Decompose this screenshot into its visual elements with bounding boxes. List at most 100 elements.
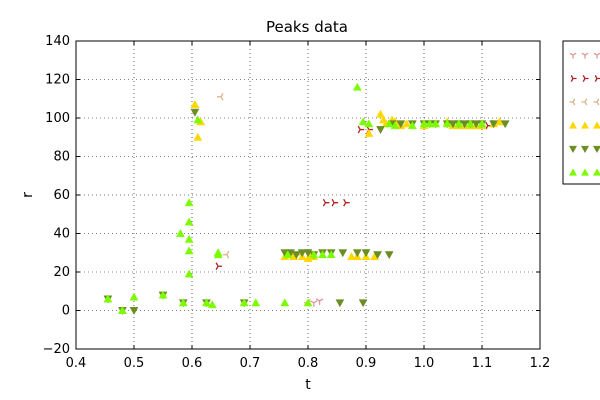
data-point: [193, 132, 203, 141]
legend-marker: [568, 168, 578, 176]
data-point: [326, 250, 336, 259]
data-point: [184, 217, 194, 226]
data-point: [190, 108, 200, 117]
data-point: [373, 251, 383, 260]
data-point: [309, 250, 319, 259]
data-point: [364, 128, 374, 137]
data-point: [202, 298, 211, 307]
data-point: [178, 298, 188, 307]
data-point: [384, 251, 394, 260]
data-point: [442, 119, 452, 128]
data-point: [117, 305, 127, 314]
data-point: [396, 120, 406, 129]
data-point: [494, 117, 504, 126]
data-point: [407, 121, 417, 130]
legend-marker: [592, 168, 600, 176]
legend-marker: [594, 75, 600, 82]
data-point: [477, 119, 487, 128]
y-tick-label: 20: [53, 265, 70, 280]
series-2: [217, 93, 317, 307]
legend-marker: [582, 75, 589, 82]
y-tick-label: 60: [53, 188, 70, 203]
data-point: [352, 82, 362, 91]
data-point: [335, 299, 345, 308]
data-point: [207, 300, 217, 309]
data-point: [239, 298, 249, 307]
data-point: [364, 119, 374, 128]
y-tick-label: 80: [53, 150, 70, 165]
data-point: [291, 251, 301, 260]
plot-area-frame: [75, 40, 541, 350]
data-point: [419, 119, 429, 128]
legend-box: [562, 40, 600, 185]
data-point: [343, 198, 350, 207]
data-point: [322, 198, 330, 207]
data-point: [352, 249, 362, 258]
data-point: [175, 228, 185, 237]
data-point: [158, 290, 168, 299]
data-point: [384, 119, 394, 128]
data-point: [315, 298, 324, 305]
data-point: [213, 250, 223, 259]
x-axis-ticks: 0.4 0.5 0.6 0.7 0.8 0.9 1.0 1.1 1.2: [66, 41, 551, 371]
data-point: [129, 307, 139, 316]
y-tick-label: 100: [45, 111, 70, 126]
legend-entry: [570, 75, 600, 82]
legend-marker: [592, 121, 600, 129]
legend-entry: [568, 121, 600, 129]
data-point: [347, 252, 356, 261]
legend-marker: [581, 98, 588, 106]
legend-marker: [580, 168, 590, 176]
data-point: [425, 119, 435, 128]
x-tick-label: 1.1: [472, 356, 493, 371]
data-point: [309, 300, 318, 307]
data-points: [103, 82, 510, 316]
x-tick-label: 0.4: [66, 356, 87, 371]
legend-marker: [580, 145, 590, 154]
data-point: [303, 298, 313, 307]
data-point: [222, 250, 230, 259]
data-point: [338, 249, 348, 258]
y-tick-label: 140: [45, 34, 70, 49]
data-point: [376, 109, 385, 118]
data-point: [129, 292, 139, 301]
chart-title: Peaks data: [266, 18, 348, 36]
legend-marker: [593, 98, 600, 106]
data-point: [184, 269, 194, 278]
x-tick-label: 0.6: [182, 356, 203, 371]
data-point: [465, 119, 475, 128]
data-point: [251, 298, 261, 307]
data-point: [331, 198, 339, 207]
data-point: [190, 100, 200, 108]
legend-marker: [568, 145, 578, 154]
data-point: [390, 121, 400, 130]
legend: [562, 40, 600, 185]
data-point: [184, 246, 194, 255]
y-axis-label: r: [20, 192, 36, 198]
legend-entry: [569, 98, 600, 106]
data-point: [460, 120, 470, 129]
data-point: [376, 126, 385, 135]
y-axis-ticks: −20 0 20 40 60 80 100 120 140: [43, 34, 540, 357]
data-point: [489, 120, 499, 129]
data-point: [297, 249, 307, 258]
x-tick-label: 0.5: [124, 356, 145, 371]
data-point: [184, 198, 194, 207]
legend-marker: [568, 121, 578, 129]
series-4: [103, 108, 510, 316]
x-tick-label: 1.2: [530, 356, 551, 371]
data-point: [280, 298, 290, 307]
data-point: [431, 119, 441, 128]
legend-entry: [569, 52, 600, 59]
data-point: [215, 262, 223, 271]
series-0: [309, 298, 324, 307]
legend-marker: [569, 98, 576, 106]
data-point: [217, 93, 224, 101]
data-point: [318, 250, 327, 259]
legend-entry: [568, 168, 600, 176]
y-tick-label: −20: [43, 342, 70, 357]
legend-marker: [569, 52, 577, 59]
grid-lines: [76, 41, 540, 349]
data-point: [193, 115, 203, 124]
